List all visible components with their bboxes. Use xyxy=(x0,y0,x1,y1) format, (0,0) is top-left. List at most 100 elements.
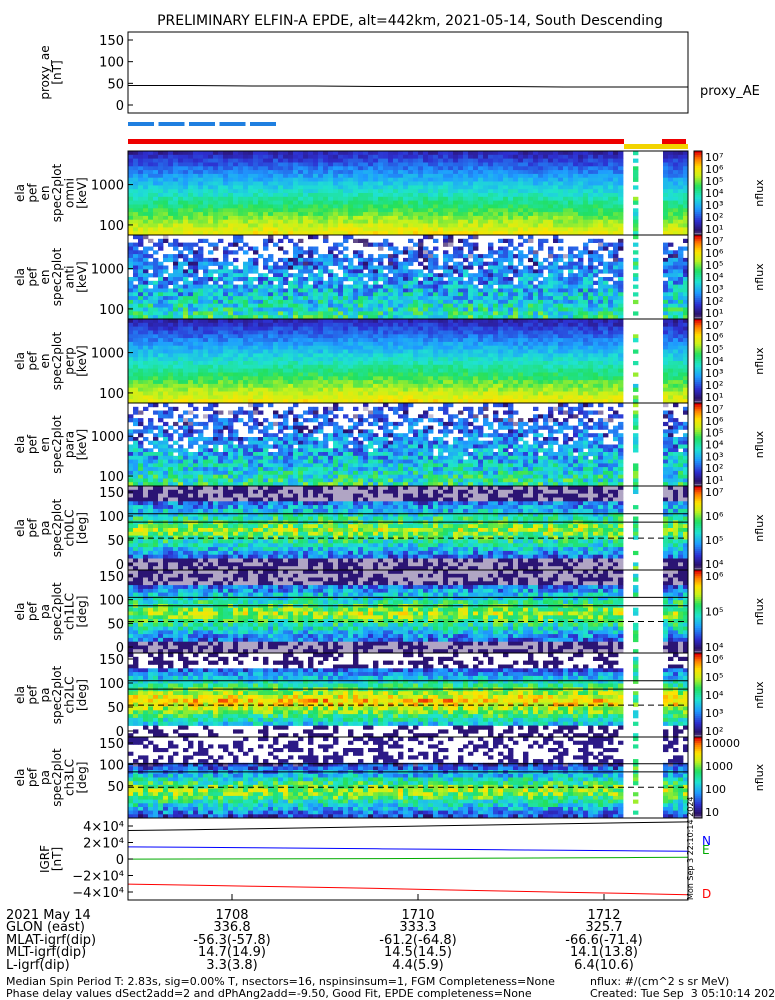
heatmap-cell xyxy=(618,242,624,247)
heatmap-cell xyxy=(183,166,189,171)
heatmap-cell xyxy=(233,338,239,343)
heatmap-cell xyxy=(678,280,684,285)
heatmap-cell xyxy=(188,177,194,182)
heatmap-cell xyxy=(143,345,149,350)
heatmap-cell xyxy=(413,219,419,224)
heatmap-cell xyxy=(448,227,454,232)
heatmap-cell xyxy=(368,166,374,171)
heatmap-cell xyxy=(578,280,584,285)
heatmap-cell xyxy=(413,181,419,186)
heatmap-cell xyxy=(138,162,144,167)
heatmap-cell xyxy=(523,307,529,312)
heatmap-cell xyxy=(138,200,144,205)
heatmap-cell xyxy=(138,166,144,171)
heatmap-cell xyxy=(223,219,229,224)
heatmap-cell xyxy=(483,296,489,301)
heatmap-cell xyxy=(293,177,299,182)
heatmap-cell xyxy=(153,319,159,324)
heatmap-cell xyxy=(573,296,579,301)
heatmap-cell xyxy=(528,269,534,274)
heatmap-cell xyxy=(153,315,159,320)
heatmap-cell xyxy=(433,173,439,179)
heatmap-cell xyxy=(458,158,464,163)
heatmap-cell xyxy=(668,288,674,293)
heatmap-cell xyxy=(218,353,224,358)
heatmap-cell xyxy=(138,231,144,236)
heatmap-cell xyxy=(208,151,214,156)
heatmap-cell xyxy=(368,242,374,247)
heatmap-cell xyxy=(298,254,304,259)
heatmap-cell xyxy=(128,204,134,209)
heatmap-cell xyxy=(503,269,509,274)
heatmap-cell xyxy=(173,185,179,190)
heatmap-cell xyxy=(388,280,394,285)
heatmap-cell xyxy=(388,242,394,247)
heatmap-cell xyxy=(473,223,479,228)
heatmap-cell xyxy=(238,372,244,377)
heatmap-cell xyxy=(263,307,269,312)
heatmap-cell xyxy=(443,284,449,289)
heatmap-cell xyxy=(253,196,259,201)
heatmap-cell xyxy=(398,292,404,297)
heatmap-cell xyxy=(678,315,684,320)
heatmap-cell xyxy=(458,303,464,308)
heatmap-cell xyxy=(508,193,514,198)
heatmap-cell xyxy=(663,246,669,251)
heatmap-cell xyxy=(198,185,204,190)
heatmap-cell xyxy=(278,158,284,163)
heatmap-cell xyxy=(438,311,444,316)
heatmap-cell xyxy=(568,189,574,194)
heatmap-cell xyxy=(243,261,249,266)
heatmap-cell xyxy=(193,364,199,369)
heatmap-cell xyxy=(398,189,404,194)
heatmap-cell xyxy=(328,170,334,175)
heatmap-cell xyxy=(248,269,254,274)
heatmap-cell xyxy=(558,231,564,236)
heatmap-cell xyxy=(343,311,349,316)
heatmap-cell xyxy=(343,238,349,243)
heatmap-cell xyxy=(543,303,549,308)
heatmap-cell xyxy=(403,311,409,316)
heatmap-cell xyxy=(153,265,159,270)
heatmap-cell xyxy=(593,170,599,175)
heatmap-cell xyxy=(128,380,134,385)
heatmap-cell xyxy=(338,231,344,236)
heatmap-cell xyxy=(633,185,639,190)
heatmap-cell xyxy=(558,254,564,259)
heatmap-cell xyxy=(378,284,384,289)
heatmap-cell xyxy=(193,303,199,308)
heatmap-cell xyxy=(618,307,624,312)
heatmap-cell xyxy=(438,284,444,289)
heatmap-cell xyxy=(223,357,229,362)
heatmap-cell xyxy=(443,200,449,205)
heatmap-cell xyxy=(198,292,204,297)
heatmap-cell xyxy=(298,238,304,243)
heatmap-cell xyxy=(583,215,589,221)
heatmap-cell xyxy=(453,189,459,194)
heatmap-cell xyxy=(678,296,684,301)
heatmap-cell xyxy=(453,246,459,251)
heatmap-cell xyxy=(383,242,389,247)
heatmap-cell xyxy=(208,154,214,159)
heatmap-cell xyxy=(283,261,289,266)
heatmap-cell xyxy=(268,296,274,301)
heatmap-cell xyxy=(613,311,619,316)
heatmap-cell xyxy=(588,166,594,171)
heatmap-cell xyxy=(498,208,504,213)
heatmap-cell xyxy=(228,151,234,156)
heatmap-cell xyxy=(368,173,374,179)
heatmap-cell xyxy=(238,158,244,163)
heatmap-cell xyxy=(168,364,174,369)
heatmap-cell xyxy=(288,193,294,198)
heatmap-cell xyxy=(613,181,619,186)
heatmap-cell xyxy=(258,322,264,327)
heatmap-cell xyxy=(478,189,484,194)
heatmap-cell xyxy=(463,212,469,217)
heatmap-cell xyxy=(153,330,159,335)
heatmap-cell xyxy=(283,269,289,274)
heatmap-cell xyxy=(148,395,154,400)
heatmap-cell xyxy=(383,277,389,282)
heatmap-cell xyxy=(258,303,264,308)
heatmap-cell xyxy=(528,250,534,255)
heatmap-cell xyxy=(198,364,204,369)
